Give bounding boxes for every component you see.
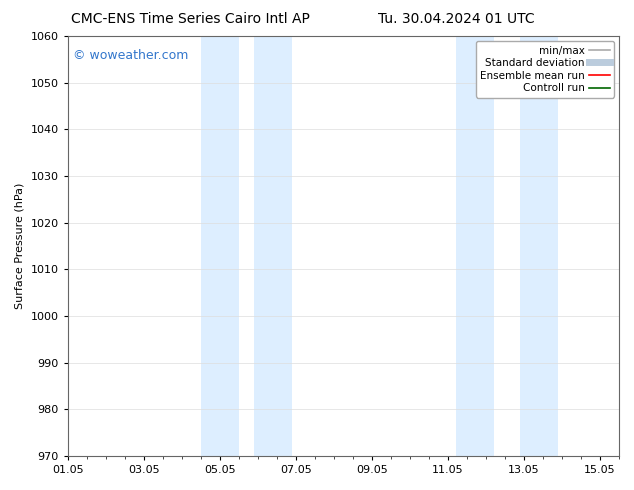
Bar: [254, 36, 292, 456]
Legend: min/max, Standard deviation, Ensemble mean run, Controll run: min/max, Standard deviation, Ensemble me…: [476, 41, 614, 98]
Text: © woweather.com: © woweather.com: [73, 49, 188, 62]
Text: Tu. 30.04.2024 01 UTC: Tu. 30.04.2024 01 UTC: [378, 12, 535, 26]
Bar: [520, 36, 558, 456]
Text: CMC-ENS Time Series Cairo Intl AP: CMC-ENS Time Series Cairo Intl AP: [71, 12, 309, 26]
Bar: [201, 36, 239, 456]
Y-axis label: Surface Pressure (hPa): Surface Pressure (hPa): [15, 183, 25, 309]
Bar: [455, 36, 493, 456]
